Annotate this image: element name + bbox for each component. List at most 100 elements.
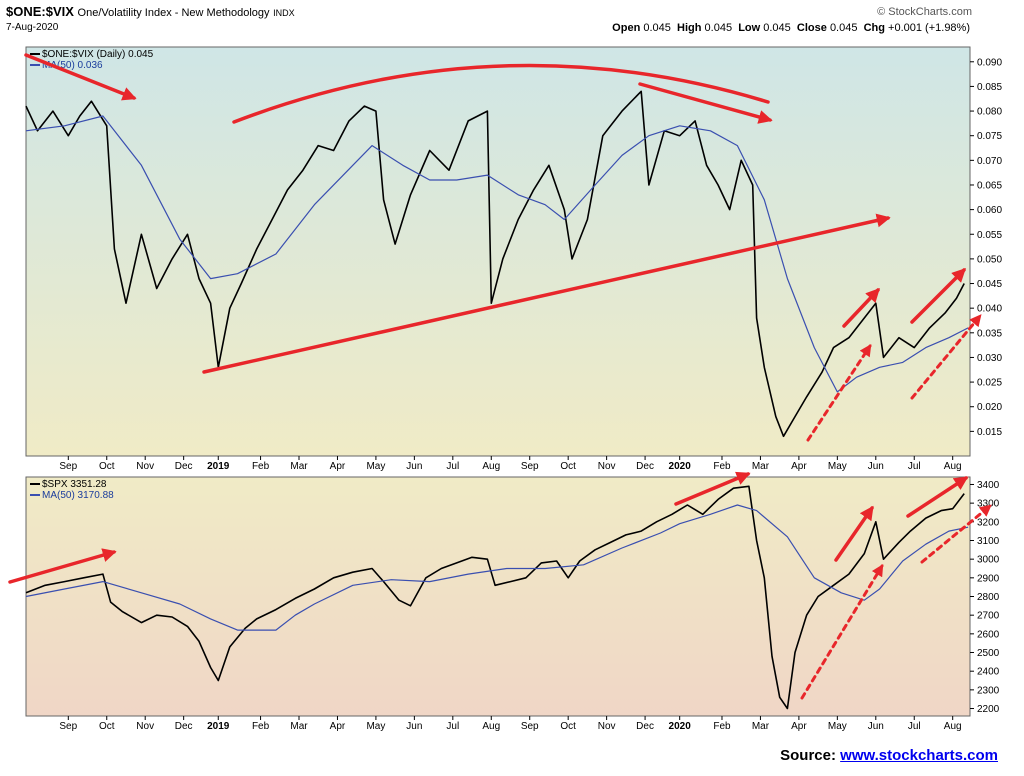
spx-price-line bbox=[25, 485, 965, 710]
spx-ytick-label: 2900 bbox=[977, 573, 1000, 584]
vix-xtick-label: Apr bbox=[791, 461, 807, 472]
vix-ytick-label: 0.060 bbox=[977, 205, 1002, 216]
vix-ytick-label: 0.080 bbox=[977, 107, 1002, 118]
low-label: Low bbox=[738, 22, 761, 34]
annotation-arrow bbox=[906, 476, 969, 518]
vix-xtick-label: Sep bbox=[521, 461, 539, 472]
vix-ytick-label: 0.065 bbox=[977, 180, 1002, 191]
vix-xtick-label: Jul bbox=[446, 461, 459, 472]
spx-xtick-label: Dec bbox=[175, 721, 193, 732]
annotation-arrow bbox=[202, 213, 891, 374]
vix-xtick-label: 2020 bbox=[669, 461, 692, 472]
spx-xtick-label: Dec bbox=[636, 721, 654, 732]
vix-xtick-label: May bbox=[366, 461, 385, 472]
vix-ytick-label: 0.050 bbox=[977, 254, 1002, 265]
annotation-arrow bbox=[834, 505, 874, 562]
vix-ytick-label: 0.015 bbox=[977, 427, 1002, 438]
annotation-arrow bbox=[910, 268, 966, 324]
spx-xtick-label: Oct bbox=[99, 721, 115, 732]
spx-xtick-label: Jun bbox=[406, 721, 422, 732]
high-label: High bbox=[677, 22, 702, 34]
spx-ytick-label: 3000 bbox=[977, 555, 1000, 566]
spx-ytick-label: 2300 bbox=[977, 685, 1000, 696]
vix-ytick-label: 0.035 bbox=[977, 328, 1002, 339]
chart-title: $ONE:$VIX One/Volatility Index - New Met… bbox=[6, 4, 295, 19]
annotation-arrow bbox=[232, 63, 770, 124]
open-value: 0.045 bbox=[643, 22, 671, 34]
vix-xtick-label: Apr bbox=[330, 461, 346, 472]
chg-label: Chg bbox=[863, 22, 885, 34]
vix-ytick-label: 0.040 bbox=[977, 304, 1002, 315]
spx-xtick-label: Apr bbox=[791, 721, 807, 732]
annotation-arrow bbox=[638, 82, 773, 124]
spx-xtick-label: Jul bbox=[446, 721, 459, 732]
close-label: Close bbox=[796, 22, 827, 34]
annotation-arrow bbox=[920, 504, 992, 564]
annotation-arrow bbox=[842, 287, 880, 328]
spx-xtick-label: Jul bbox=[908, 721, 921, 732]
vix-legend-entry: $ONE:$VIX (Daily) 0.045 bbox=[42, 49, 154, 60]
spx-xtick-label: Feb bbox=[713, 721, 731, 732]
spx-xtick-label: Sep bbox=[521, 721, 539, 732]
symbol: $ONE:$VIX bbox=[6, 4, 74, 19]
low-value: 0.045 bbox=[763, 22, 791, 34]
open-label: Open bbox=[612, 22, 641, 34]
spx-xtick-label: Jun bbox=[868, 721, 884, 732]
chg-value: +0.001 (+1.98%) bbox=[888, 22, 970, 34]
annotation-arrow bbox=[674, 471, 751, 506]
vix-xtick-label: Aug bbox=[944, 461, 962, 472]
annotation-arrow bbox=[806, 343, 872, 442]
ohlc-readout: Open 0.045 High 0.045 Low 0.045 Close 0.… bbox=[612, 22, 970, 34]
source-link[interactable]: www.stockcharts.com bbox=[840, 747, 998, 764]
vix-xtick-label: Jun bbox=[406, 461, 422, 472]
vix-ytick-label: 0.090 bbox=[977, 57, 1002, 68]
spx-ytick-label: 2500 bbox=[977, 648, 1000, 659]
annotation-arrow bbox=[8, 548, 117, 584]
source-credit: Source: www.stockcharts.com bbox=[780, 747, 998, 764]
spx-xtick-label: Oct bbox=[560, 721, 576, 732]
spx-xtick-label: Aug bbox=[944, 721, 962, 732]
spx-xtick-label: May bbox=[828, 721, 847, 732]
vix-ytick-label: 0.055 bbox=[977, 230, 1002, 241]
vix-ytick-label: 0.070 bbox=[977, 156, 1002, 167]
spx-ytick-label: 2200 bbox=[977, 704, 1000, 715]
spx-ytick-label: 3400 bbox=[977, 480, 1000, 491]
vix-xtick-label: Nov bbox=[136, 461, 154, 472]
vix-price-line bbox=[25, 90, 965, 438]
annotation-arrow bbox=[24, 53, 137, 101]
exchange: INDX bbox=[273, 8, 295, 18]
vix-xtick-label: Jul bbox=[908, 461, 921, 472]
vix-xtick-label: Mar bbox=[290, 461, 308, 472]
source-label: Source: bbox=[780, 747, 836, 764]
chart-date: 7-Aug-2020 bbox=[6, 22, 59, 33]
vix-xtick-label: 2019 bbox=[207, 461, 230, 472]
high-value: 0.045 bbox=[704, 22, 733, 34]
vix-xtick-label: Nov bbox=[598, 461, 616, 472]
vix-xtick-label: Oct bbox=[560, 461, 576, 472]
vix-ytick-label: 0.020 bbox=[977, 402, 1002, 413]
spx-xtick-label: Mar bbox=[290, 721, 308, 732]
stockcharts-logo: © StockCharts.com bbox=[877, 6, 972, 18]
spx-ytick-label: 2700 bbox=[977, 611, 1000, 622]
spx-legend-entry: $SPX 3351.28 bbox=[42, 479, 107, 490]
spx-xtick-label: May bbox=[366, 721, 385, 732]
spx-ytick-label: 3100 bbox=[977, 536, 1000, 547]
vix-ytick-label: 0.075 bbox=[977, 131, 1002, 142]
vix-xtick-label: Sep bbox=[59, 461, 77, 472]
vix-xtick-label: May bbox=[828, 461, 847, 472]
spx-xtick-label: Nov bbox=[136, 721, 154, 732]
vix-legend-entry: MA(50) 0.036 bbox=[42, 60, 103, 71]
vix-ytick-label: 0.025 bbox=[977, 378, 1002, 389]
spx-xtick-label: Nov bbox=[598, 721, 616, 732]
spx-xtick-label: 2019 bbox=[207, 721, 230, 732]
symbol-name: One/Volatility Index - New Methodology bbox=[77, 7, 270, 19]
spx-xtick-label: Aug bbox=[482, 721, 500, 732]
spx-legend-entry: MA(50) 3170.88 bbox=[42, 490, 114, 501]
spx-xtick-label: Feb bbox=[252, 721, 270, 732]
vix-ma50-line bbox=[25, 115, 969, 393]
spx-ytick-label: 3200 bbox=[977, 517, 1000, 528]
spx-xtick-label: Mar bbox=[752, 721, 770, 732]
vix-ytick-label: 0.030 bbox=[977, 353, 1002, 364]
vix-xtick-label: Dec bbox=[636, 461, 654, 472]
